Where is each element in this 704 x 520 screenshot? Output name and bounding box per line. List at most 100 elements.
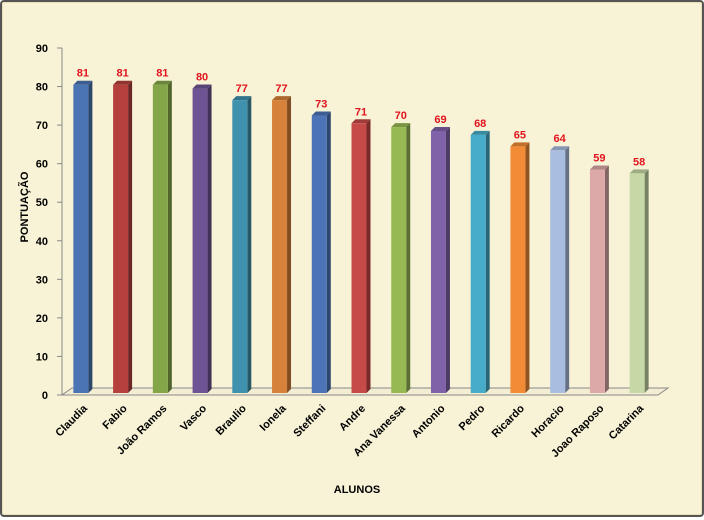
bar-front [311, 115, 327, 394]
data-label: 71 [355, 106, 367, 118]
bar [550, 146, 570, 393]
x-tick-label: Claudia [53, 402, 90, 439]
bar-front [629, 173, 645, 393]
bar-side [644, 169, 649, 393]
bar-side [406, 123, 411, 393]
bar-front [351, 123, 367, 393]
data-label: 80 [196, 72, 208, 84]
bar-top [73, 80, 93, 85]
x-tick-label: Braulio [214, 402, 249, 437]
bar-top [470, 130, 490, 135]
data-labels: 81 81 81 80 77 77 73 71 70 69 68 65 64 59 58 [77, 68, 646, 169]
x-tick-label: Andre [337, 403, 368, 434]
bar-top [113, 80, 133, 85]
bar [510, 142, 530, 393]
bar-top [430, 126, 450, 131]
y-tick-label: 30 [36, 274, 48, 286]
bar-side [565, 146, 570, 393]
bar [629, 169, 649, 393]
bar-top [152, 80, 172, 85]
bar-side [445, 126, 450, 393]
x-tick-label: Catarina [607, 402, 647, 442]
bar-front [510, 146, 526, 393]
bar-side [247, 96, 252, 393]
y-tick-label: 60 [36, 159, 48, 171]
x-tick-label: Steffani [291, 403, 328, 440]
x-tick-label: Antonio [410, 402, 448, 440]
bar-side [604, 165, 609, 393]
bar-side [167, 80, 172, 393]
y-tick-label: 10 [36, 351, 48, 363]
bar-top [391, 123, 411, 128]
data-label: 65 [514, 129, 526, 141]
y-axis-label: PONTUAÇÃO [18, 171, 31, 242]
bar [232, 96, 252, 393]
bar-front [272, 100, 288, 393]
bar-side [525, 142, 530, 393]
data-label: 70 [395, 110, 407, 122]
data-label: 77 [236, 83, 248, 95]
bar-front [232, 100, 248, 393]
bar-series [73, 80, 649, 394]
y-tick-label: 50 [36, 197, 48, 209]
bar-side [326, 111, 331, 394]
data-label: 77 [275, 83, 287, 95]
bar-side [128, 80, 133, 393]
data-label: 69 [434, 114, 446, 126]
x-tick-label: Vasco [178, 402, 209, 433]
bar [272, 96, 292, 393]
bar-front [430, 130, 446, 393]
y-tick-label: 20 [36, 313, 48, 325]
bar-front [391, 127, 407, 393]
bar-top [550, 146, 570, 151]
bar [113, 80, 133, 393]
data-label: 58 [633, 156, 645, 168]
bar-front [589, 169, 605, 393]
y-tick-label: 90 [36, 43, 48, 55]
bar-front [550, 150, 566, 393]
data-label: 68 [474, 118, 486, 130]
x-tick-label: Pedro [457, 402, 488, 433]
bar [73, 80, 93, 393]
bar [391, 123, 411, 393]
y-tick-label: 70 [36, 120, 48, 132]
bar-top [510, 142, 530, 147]
data-label: 59 [593, 153, 605, 165]
bar-side [88, 80, 93, 393]
bar-top [192, 84, 212, 89]
bar-top [311, 111, 331, 116]
bar-top [629, 169, 649, 174]
x-tick-label: Horacio [529, 402, 567, 440]
y-tick-label: 40 [36, 236, 48, 248]
bar-front [113, 84, 129, 393]
x-tick-label: Ionela [258, 402, 290, 434]
bar-top [272, 96, 292, 101]
bar [589, 165, 609, 393]
bar [152, 80, 172, 393]
bar [430, 126, 450, 393]
bar [192, 84, 212, 394]
y-tick-label: 0 [42, 390, 48, 402]
bar-front [192, 88, 208, 394]
bar [311, 111, 331, 394]
bar-front [152, 84, 168, 393]
bar [351, 119, 371, 393]
data-label: 64 [554, 133, 567, 145]
bar-side [207, 84, 212, 394]
x-axis-label: ALUNOS [334, 484, 380, 496]
bar [470, 130, 490, 394]
x-tick-label: Fabio [100, 402, 129, 431]
data-label: 81 [116, 68, 128, 80]
bar-top [351, 119, 371, 124]
y-tick-label: 80 [36, 82, 48, 94]
data-label: 81 [156, 68, 168, 80]
x-tick-label: Ricardo [490, 402, 528, 440]
bar-top [232, 96, 252, 101]
data-label: 73 [315, 99, 327, 111]
bar-side [366, 119, 371, 393]
bar-front [73, 84, 89, 393]
data-label: 81 [77, 68, 89, 80]
bar-top [589, 165, 609, 170]
